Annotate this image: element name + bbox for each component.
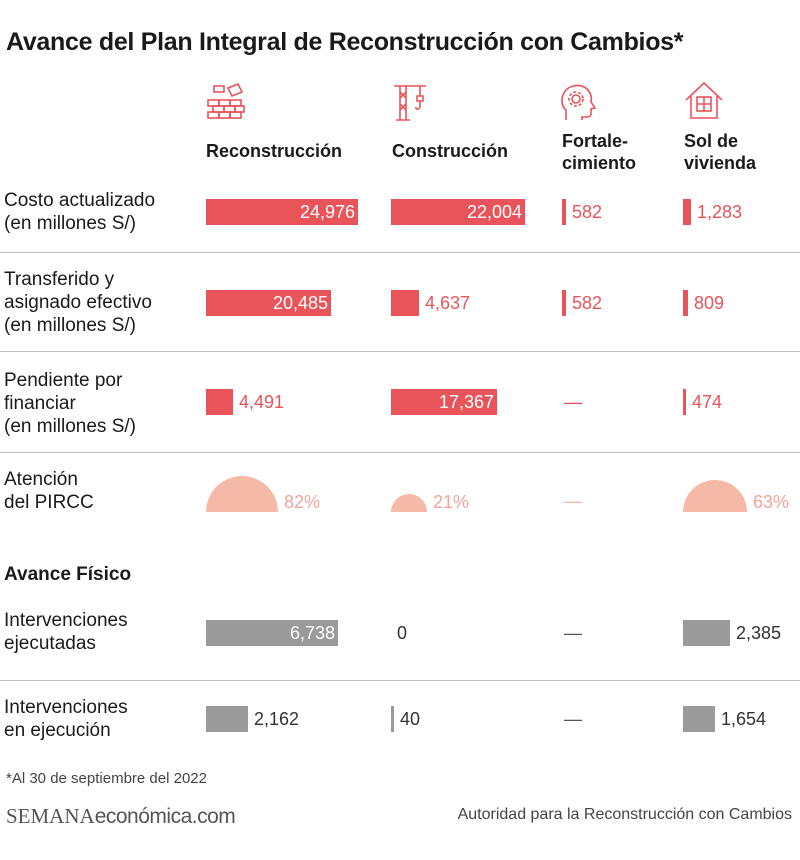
row-label-line: (en millones S/): [4, 416, 136, 437]
bar-value-label: 0: [397, 623, 408, 643]
row-label-line: (en millones S/): [4, 213, 136, 234]
bar: [206, 706, 248, 732]
bar: [683, 290, 688, 316]
row-label-line: (en millones S/): [4, 315, 136, 336]
row-label-line: asignado efectivo: [4, 292, 152, 313]
bar: [683, 620, 730, 646]
percent-label: 21%: [433, 492, 470, 512]
column-header-construccion: Construcción: [392, 140, 508, 162]
bar: [683, 389, 686, 415]
bar-value-label: 22,004: [466, 202, 522, 222]
row-label-line: financiar: [4, 393, 76, 414]
bar-value-label: 4,491: [239, 392, 285, 412]
row-label-ejecucion: Intervenciones en ejecución: [4, 696, 128, 742]
bar-value-label: 582: [572, 293, 603, 313]
bar-value-label: 20,485: [272, 293, 328, 313]
percent-label: 82%: [284, 492, 321, 512]
percent-label: 63%: [753, 492, 790, 512]
row-label-transferido: Transferido y asignado efectivo (en mill…: [4, 268, 152, 337]
row-label-costo: Costo actualizado (en millones S/): [4, 189, 155, 235]
brand-logo-part: económica.com: [94, 805, 236, 828]
footnote: *Al 30 de septiembre del 2022: [6, 770, 207, 787]
row-divider: [0, 252, 800, 253]
bar-value-label: 17,367: [438, 392, 494, 412]
row-label-atencion: Atención del PIRCC: [4, 468, 94, 514]
empty-value-dash: —: [564, 623, 582, 643]
row-label-line: Costo actualizado: [4, 190, 156, 211]
head-gear-icon: [558, 82, 598, 122]
row-label-line: del PIRCC: [4, 492, 94, 513]
bar: [206, 389, 233, 415]
bar-value-label: 40: [400, 709, 421, 729]
bar-value-label: 582: [572, 202, 603, 222]
bar: [391, 389, 497, 415]
row-divider: [0, 680, 800, 681]
row-label-ejecutadas: Intervenciones ejecutadas: [4, 609, 128, 655]
bar: [562, 290, 566, 316]
row-label-line: Pendiente por: [4, 370, 123, 391]
bar-value-label: 2,385: [736, 623, 782, 643]
column-header-line: Construcción: [392, 141, 509, 161]
crane-icon: [390, 82, 430, 122]
bar: [562, 199, 566, 225]
bar: [391, 199, 525, 225]
column-header-line: vivienda: [684, 153, 757, 173]
bar: [391, 290, 419, 316]
bar: [683, 199, 691, 225]
row-label-pendiente: Pendiente por financiar (en millones S/): [4, 369, 136, 438]
empty-value-dash: —: [564, 491, 582, 511]
column-header-line: cimiento: [562, 153, 637, 173]
column-header-line: Fortale-: [562, 131, 629, 151]
section-label-avance-fisico: Avance Físico: [4, 564, 132, 585]
bar-value-label: 4,637: [425, 293, 471, 313]
row-divider: [0, 351, 800, 352]
bar-value-label: 809: [694, 293, 725, 313]
bar: [391, 706, 394, 732]
house-icon: [684, 80, 724, 120]
bar: [206, 199, 358, 225]
brand-logo-part: SEMANA: [6, 804, 95, 828]
bar-value-label: 2,162: [254, 709, 300, 729]
empty-value-dash: —: [564, 709, 582, 729]
semicircle: [683, 480, 747, 512]
bar-value-label: 24,976: [299, 202, 355, 222]
column-header-line: Reconstrucción: [206, 141, 343, 161]
row-divider: [0, 452, 800, 453]
row-label-line: Atención: [4, 469, 78, 490]
column-header-line: Sol de: [684, 131, 739, 151]
bar: [206, 290, 331, 316]
row-label-line: en ejecución: [4, 720, 111, 741]
column-header-fortalecimiento: Fortale- cimiento: [562, 130, 636, 174]
row-label-line: Intervenciones: [4, 610, 128, 631]
column-header-sol-de-vivienda: Sol de vivienda: [684, 130, 756, 174]
semicircle: [391, 494, 427, 512]
semicircle: [206, 476, 278, 512]
empty-value-dash: —: [564, 392, 582, 412]
bar-value-label: 474: [692, 392, 723, 412]
bar-value-label: 1,654: [721, 709, 767, 729]
bricks-icon: [206, 82, 246, 122]
column-header-reconstruccion: Reconstrucción: [206, 140, 342, 162]
chart-title: Avance del Plan Integral de Reconstrucci…: [6, 28, 684, 56]
bar-value-label: 6,738: [289, 623, 335, 643]
bar: [683, 706, 715, 732]
row-label-line: ejecutadas: [4, 633, 96, 654]
bar: [206, 620, 338, 646]
row-label-line: Transferido y: [4, 269, 115, 290]
brand-logo: SEMANAeconómica.com: [6, 804, 236, 829]
row-label-line: Intervenciones: [4, 697, 128, 718]
bar-value-label: 1,283: [697, 202, 743, 222]
source-credit: Autoridad para la Reconstrucción con Cam…: [457, 806, 792, 823]
